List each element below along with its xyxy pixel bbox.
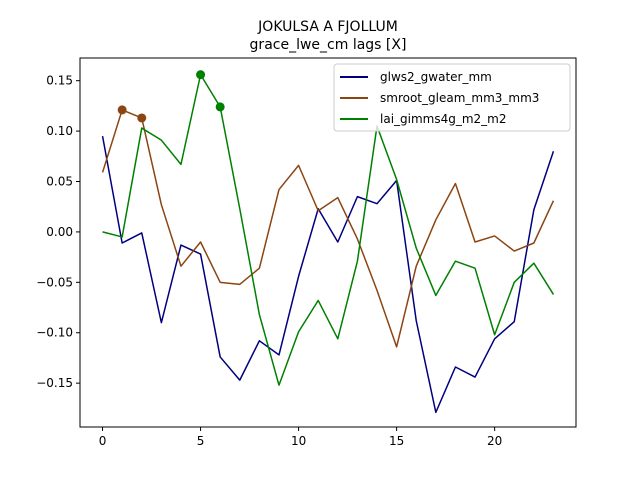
series-line-smroot_gleam_mm3_mm3 [101, 109, 555, 348]
y-tick-label: −0.15 [36, 376, 73, 390]
chart-title: JOKULSA A FJOLLUM [257, 19, 398, 35]
legend-box [333, 63, 571, 132]
y-tick-label: 0.05 [46, 175, 73, 189]
series-line-lai_gimms4g_m2_m2 [102, 73, 555, 386]
y-tick-label: −0.05 [36, 275, 73, 289]
legend-label-glws2_gwater_mm: glws2_gwater_mm [380, 70, 492, 84]
series-marker-smroot_gleam_mm3_mm3 [137, 113, 147, 123]
series-marker-smroot_gleam_mm3_mm3 [117, 105, 127, 115]
series-marker-lai_gimms4g_m2_m2 [196, 70, 206, 80]
chart-subtitle: grace_lwe_cm lags [X] [250, 37, 407, 53]
legend-label-smroot_gleam_mm3_mm3: smroot_gleam_mm3_mm3 [380, 91, 539, 105]
legend: glws2_gwater_mm smroot_gleam_mm3_mm3 lai_g… [333, 63, 571, 132]
x-tick-label: 20 [487, 434, 502, 448]
y-tick-label: 0.00 [46, 225, 73, 239]
x-tick-label: 10 [291, 434, 306, 448]
y-axis: −0.15 −0.10 −0.05 0.00 0.05 0.10 0.15 [36, 74, 80, 390]
y-tick-label: −0.10 [36, 326, 73, 340]
series-marker-lai_gimms4g_m2_m2 [215, 102, 225, 112]
x-tick-label: 0 [99, 434, 107, 448]
plot-frame [79, 57, 577, 428]
x-tick-label: 15 [389, 434, 404, 448]
series-layer [101, 70, 555, 414]
legend-label-lai_gimms4g_m2_m2: lai_gimms4g_m2_m2 [380, 112, 507, 126]
x-axis: 0 5 10 15 20 [99, 427, 502, 448]
y-tick-label: 0.10 [46, 124, 73, 138]
x-tick-label: 5 [197, 434, 205, 448]
y-tick-label: 0.15 [46, 74, 73, 88]
